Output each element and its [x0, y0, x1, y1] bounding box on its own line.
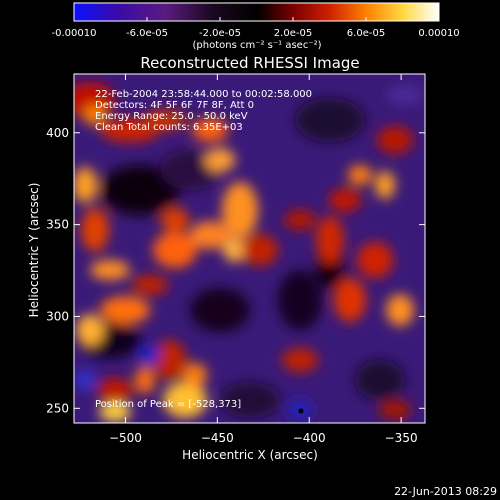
image-frame — [73, 73, 426, 424]
image-plot — [73, 73, 426, 424]
peak-marker — [298, 408, 304, 414]
x-tick-label: −400 — [293, 431, 326, 445]
info-block: 22-Feb-2004 23:58:44.000 to 00:02:58.000… — [95, 89, 312, 133]
x-tick-label: −500 — [109, 431, 142, 445]
colorbar-tick-label: -6.0e-05 — [126, 28, 168, 39]
peak-position-label: Position of Peak = [-528,373] — [95, 399, 241, 410]
colorbar-tick-label: 6.0e-05 — [347, 28, 385, 39]
y-axis-label: Heliocentric Y (arcsec) — [27, 183, 41, 318]
colorbar-tick-label: 2.0e-05 — [274, 28, 312, 39]
colorbar-ticks: -0.00010 -6.0e-05 -2.0e-05 2.0e-05 6.0e-05 0.… — [52, 17, 460, 39]
info-line-detectors: Detectors: 4F 5F 6F 7F 8F, Att 0 — [95, 100, 254, 111]
info-line-time: 22-Feb-2004 23:58:44.000 to 00:02:58.000 — [95, 89, 312, 100]
info-line-energy: Energy Range: 25.0 - 50.0 keV — [95, 111, 248, 122]
x-axis-label: Heliocentric X (arcsec) — [182, 448, 318, 462]
y-axis: 250 300 350 400 — [46, 126, 425, 415]
y-tick-label: 300 — [46, 309, 69, 323]
colorbar: -0.00010 -6.0e-05 -2.0e-05 2.0e-05 6.0e-05 0.… — [52, 2, 460, 51]
colorbar-tick-label: -2.0e-05 — [199, 28, 241, 39]
footer-timestamp: 22-Jun-2013 08:29 — [394, 485, 497, 498]
x-tick-label: −350 — [385, 431, 418, 445]
y-tick-label: 250 — [46, 401, 69, 415]
x-axis: −500 −450 −400 −350 — [109, 74, 418, 445]
y-tick-label: 400 — [46, 126, 69, 140]
colorbar-unit-label: (photons cm⁻² s⁻¹ asec⁻²) — [192, 40, 321, 51]
image-title: Reconstructed RHESSI Image — [140, 54, 359, 72]
y-tick-label: 350 — [46, 218, 69, 232]
colorbar-gradient — [73, 2, 440, 22]
image-pixels — [74, 82, 423, 422]
info-line-counts: Clean Total counts: 6.35E+03 — [95, 122, 243, 133]
x-tick-label: −450 — [201, 431, 234, 445]
colorbar-tick-label: 0.00010 — [418, 28, 459, 39]
colorbar-tick-label: -0.00010 — [52, 28, 97, 39]
